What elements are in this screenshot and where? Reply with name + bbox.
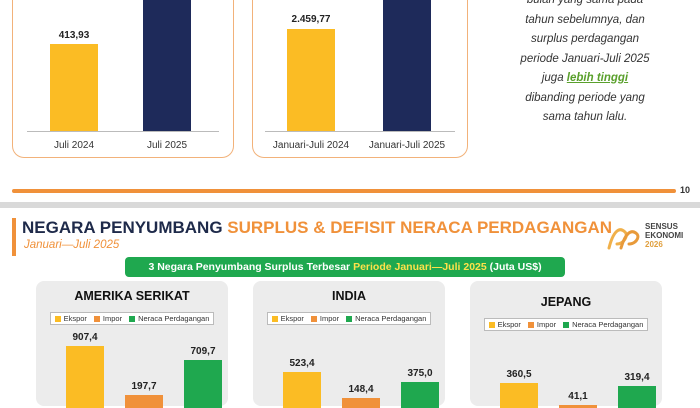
legend-item: Impor — [310, 314, 340, 323]
category-label-jan-jul-2024: Januari-Juli 2024 — [272, 140, 350, 151]
summary-line: sama tahun lalu. — [542, 111, 628, 123]
highlight-text: lebih tinggi — [566, 72, 629, 84]
summary-text: bulan yang sama pada tahun sebelumnya, d… — [490, 0, 680, 128]
legend-item: Ekspor — [488, 320, 521, 329]
ytd-surplus-card: 2.459,77 Januari-Juli 2024 Januari-Juli … — [252, 0, 468, 158]
slide-divider — [0, 202, 700, 208]
bar-jepang-neraca-perdagangan — [618, 386, 656, 408]
legend-label: Ekspor — [280, 314, 304, 323]
summary-line: dibanding periode yang — [525, 91, 645, 104]
legend-swatch — [310, 315, 317, 322]
legend-swatch — [129, 315, 136, 322]
bar-juli-2025 — [143, 0, 191, 131]
summary-line: surplus perdagangan — [530, 33, 640, 45]
legend-label: Neraca Perdagangan — [138, 314, 210, 323]
legend-label: Ekspor — [63, 314, 87, 323]
previous-slide: 413,93 Juli 2024 Juli 2025 2.459,77 Janu… — [0, 0, 700, 202]
slide-title: NEGARA PENYUMBANG SURPLUS & DEFISIT NERA… — [22, 218, 612, 238]
value-label: 319,4 — [624, 372, 650, 383]
monthly-surplus-card: 413,93 Juli 2024 Juli 2025 — [12, 0, 234, 158]
legend-item: Impor — [93, 314, 123, 323]
title-accent-bar — [12, 218, 16, 256]
value-label: 360,5 — [506, 369, 532, 380]
bar-india-ekspor — [283, 372, 321, 408]
banner-tail: (Juta US$) — [486, 261, 542, 273]
surplus-banner: 3 Negara Penyumbang Surplus Terbesar Per… — [125, 257, 565, 277]
current-slide: NEGARA PENYUMBANG SURPLUS & DEFISIT NERA… — [0, 208, 700, 408]
value-label: 197,7 — [131, 381, 157, 392]
legend-swatch — [346, 315, 353, 322]
country-title: JEPANG — [540, 295, 592, 309]
legend-swatch — [271, 315, 278, 322]
legend-swatch — [527, 321, 534, 328]
bar-india-neraca-perdagangan — [401, 382, 439, 408]
sensus-ekonomi-logo: SENSUS EKONOMI 2026 — [605, 220, 695, 256]
legend-item: Ekspor — [271, 314, 304, 323]
footer-rule — [12, 189, 676, 193]
country-title: AMERIKA SERIKAT — [74, 289, 190, 303]
country-panel-amerika-serikat: AMERIKA SERIKAT Ekspor Impor Neraca Perdag… — [36, 281, 228, 408]
legend-swatch — [488, 321, 495, 328]
value-label: 375,0 — [407, 368, 433, 379]
value-label: 907,4 — [72, 332, 98, 343]
baseline — [265, 131, 455, 132]
summary-line: bulan yang sama pada — [526, 0, 644, 6]
legend-label: Impor — [102, 314, 123, 323]
legend-label: Impor — [536, 320, 557, 329]
logo-line: SENSUS — [645, 222, 678, 231]
baseline — [27, 131, 219, 132]
summary-line-part: juga — [541, 72, 567, 84]
value-label-jan-jul-2024: 2.459,77 — [291, 14, 331, 25]
summary-line: tahun sebelumnya, dan — [525, 13, 645, 26]
legend-item: Ekspor — [54, 314, 87, 323]
country-panel-india: INDIA Ekspor Impor Neraca Perdagangan 523,4… — [253, 281, 445, 408]
value-label: 709,7 — [190, 346, 216, 357]
category-label-juli-2025: Juli 2025 — [146, 140, 188, 151]
slide-subtitle: Januari—Juli 2025 — [24, 239, 120, 251]
legend-swatch — [93, 315, 100, 322]
legend-item: Neraca Perdagangan — [129, 314, 209, 323]
value-label: 41,1 — [568, 391, 588, 402]
bar-juli-2024 — [50, 44, 98, 131]
bar-jan-jul-2024 — [287, 29, 335, 131]
logo-year: 2026 — [645, 240, 663, 249]
legend-label: Neraca Perdagangan — [355, 314, 427, 323]
bar-amerika-serikat-neraca-perdagangan — [184, 360, 222, 408]
page-number: 10 — [680, 185, 691, 195]
banner-main: 3 Negara Penyumbang Surplus Terbesar — [148, 261, 354, 273]
category-label-jan-jul-2025: Januari-Juli 2025 — [368, 140, 446, 151]
legend: Ekspor Impor Neraca Perdagangan — [267, 312, 431, 325]
banner-highlight: Periode Januari—Juli 2025 — [353, 261, 487, 273]
country-panel-jepang: JEPANG Ekspor Impor Neraca Perdagangan 360,… — [470, 281, 662, 408]
legend-swatch — [563, 321, 570, 328]
bar-jan-jul-2025 — [383, 0, 431, 131]
legend-item: Impor — [527, 320, 557, 329]
summary-line: juga lebih tinggi — [490, 69, 680, 89]
summary-line: periode Januari-Juli 2025 — [520, 52, 650, 65]
logo-mark-icon — [607, 228, 640, 250]
value-label: 148,4 — [348, 384, 374, 395]
legend: Ekspor Impor Neraca Perdagangan — [50, 312, 214, 325]
country-title: INDIA — [331, 289, 367, 303]
legend-swatch — [54, 315, 61, 322]
bar-amerika-serikat-ekspor — [66, 346, 104, 408]
legend-label: Impor — [319, 314, 340, 323]
title-main: NEGARA PENYUMBANG — [22, 218, 228, 237]
legend-item: Neraca Perdagangan — [563, 320, 643, 329]
category-label-juli-2024: Juli 2024 — [53, 140, 95, 151]
bar-jepang-ekspor — [500, 383, 538, 408]
legend-label: Ekspor — [497, 320, 521, 329]
legend: Ekspor Impor Neraca Perdagangan — [484, 318, 648, 331]
value-label: 523,4 — [289, 358, 315, 369]
title-accent: SURPLUS & DEFISIT NERACA PERDAGANGAN — [227, 218, 613, 237]
logo-text: SENSUS EKONOMI 2026 — [645, 222, 683, 249]
logo-line: EKONOMI — [645, 231, 684, 240]
legend-label: Neraca Perdagangan — [572, 320, 644, 329]
bar-amerika-serikat-impor — [125, 395, 163, 408]
value-label-juli-2024: 413,93 — [58, 30, 90, 41]
legend-item: Neraca Perdagangan — [346, 314, 426, 323]
